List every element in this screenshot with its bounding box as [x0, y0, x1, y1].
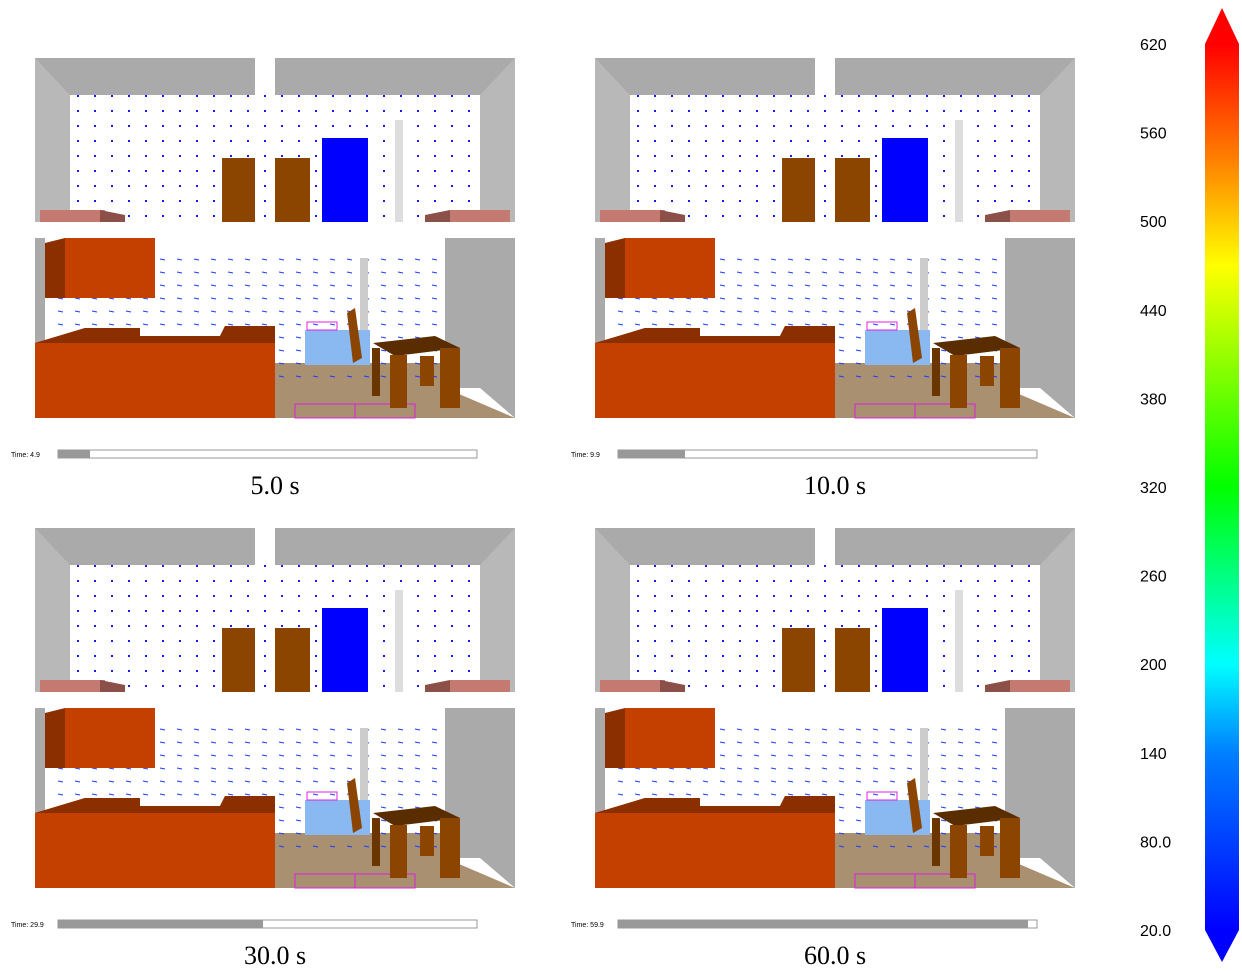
simulation-view: [34, 57, 516, 419]
colorbar-tick-label: 80.0: [1140, 834, 1171, 851]
colorbar-arrow-bottom: [1205, 930, 1239, 962]
colorbar-arrow-top: [1205, 8, 1239, 44]
simulation-view: [594, 57, 1076, 419]
colorbar-tick-label: 500: [1140, 214, 1167, 231]
simulation-view: [34, 527, 516, 889]
simulation-view: [594, 527, 1076, 889]
colorbar: [1205, 44, 1239, 930]
progress-fill: [58, 450, 90, 458]
colorbar-tick-label: 200: [1140, 657, 1167, 674]
caption: 60.0 s: [804, 941, 866, 970]
colorbar-tick-label: 620: [1140, 37, 1167, 54]
progress-fill: [618, 920, 1028, 928]
colorbar-tick-label: 260: [1140, 569, 1167, 586]
time-label: Time: 59.9: [571, 922, 604, 929]
progress-fill: [58, 920, 263, 928]
progress-track: [57, 449, 478, 459]
colorbar-tick-label: 140: [1140, 746, 1167, 763]
colorbar-tick-label: 320: [1140, 480, 1167, 497]
colorbar-tick-label: 380: [1140, 391, 1167, 408]
colorbar-tick-label: 20.0: [1140, 923, 1171, 940]
time-label: Time: 29.9: [11, 922, 44, 929]
caption: 30.0 s: [244, 941, 306, 970]
caption: 5.0 s: [250, 471, 299, 500]
time-label: Time: 9.9: [571, 452, 600, 459]
caption: 10.0 s: [804, 471, 866, 500]
colorbar-tick-label: 560: [1140, 126, 1167, 143]
progress-fill: [618, 450, 685, 458]
time-label: Time: 4.9: [11, 452, 40, 459]
colorbar-tick-label: 440: [1140, 303, 1167, 320]
